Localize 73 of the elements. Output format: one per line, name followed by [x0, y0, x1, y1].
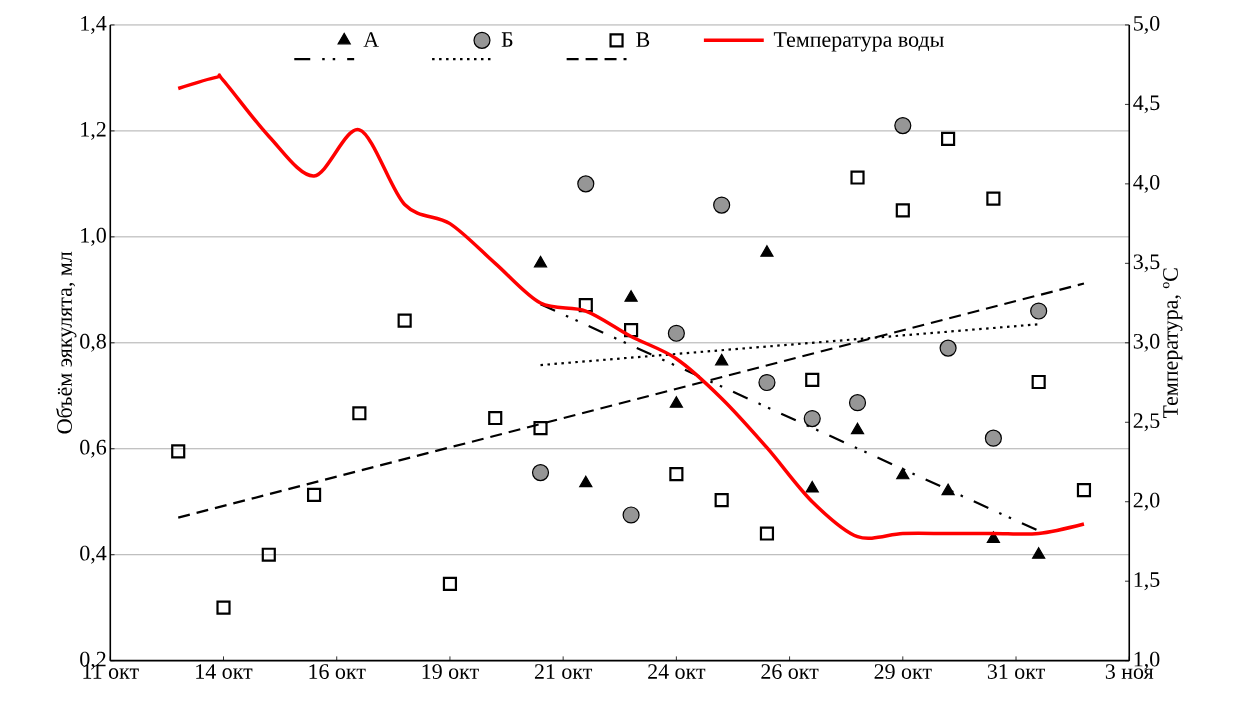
- point: [261, 547, 276, 563]
- y-tick-label: 0,6: [80, 439, 107, 458]
- y-tick-label: 1,4: [81, 16, 107, 35]
- point: [803, 410, 821, 428]
- x-tick-label: 21 окт: [534, 664, 593, 680]
- x-tick-label: 14 окт: [196, 664, 253, 680]
- point: [622, 506, 640, 524]
- point: [442, 576, 458, 592]
- y-tick-label: 1,0: [81, 228, 106, 247]
- y2-tick-label: 2,5: [1133, 413, 1160, 432]
- legend-label: В: [636, 32, 650, 48]
- point: [713, 196, 731, 214]
- point: [669, 467, 684, 482]
- y-axis-title: Объём эякулята, мл: [56, 252, 77, 434]
- y-tick-label: 0,4: [80, 545, 107, 564]
- point: [759, 526, 775, 541]
- point: [216, 600, 231, 615]
- point: [850, 422, 865, 435]
- legend-label: А: [363, 32, 379, 48]
- y2-tick-label: 4,0: [1133, 175, 1160, 194]
- x-tick-label: 24 окт: [648, 664, 706, 680]
- point: [669, 396, 684, 409]
- legend-label: Б: [501, 32, 513, 47]
- point: [896, 467, 910, 480]
- point: [805, 481, 819, 493]
- point: [760, 245, 774, 258]
- point: [624, 290, 638, 303]
- point: [850, 170, 865, 185]
- y2-tick-label: 1,5: [1134, 572, 1160, 591]
- point: [533, 421, 548, 436]
- y2-tick-label: 5,0: [1134, 16, 1160, 35]
- point: [848, 394, 867, 412]
- y2-tick-label: 3,0: [1133, 334, 1160, 353]
- point: [986, 191, 1001, 207]
- point: [624, 323, 639, 338]
- y-tick-label: 1,2: [81, 122, 106, 141]
- point: [894, 117, 912, 135]
- point: [986, 531, 1001, 544]
- x-tick-label: 29 окт: [874, 664, 932, 680]
- point: [715, 353, 729, 366]
- y2-axis-title: Температура, ºC: [1163, 268, 1183, 419]
- point: [805, 373, 820, 388]
- point: [577, 175, 595, 193]
- point: [667, 324, 685, 343]
- point: [1030, 302, 1048, 320]
- point: [895, 203, 910, 218]
- point: [533, 255, 548, 268]
- point: [1032, 547, 1046, 560]
- y2-tick-label: 2,0: [1133, 492, 1160, 511]
- point: [984, 429, 1002, 447]
- point: [1031, 375, 1046, 390]
- point: [397, 313, 412, 328]
- y-tick-label: 0,8: [80, 334, 106, 353]
- point: [531, 464, 550, 482]
- x-tick-label: 19 окт: [422, 664, 479, 680]
- legend-label: Температура воды: [773, 32, 944, 52]
- point: [941, 131, 956, 147]
- x-tick-label: 26 окт: [761, 664, 819, 680]
- point: [579, 475, 593, 488]
- point: [578, 298, 593, 313]
- point: [352, 406, 367, 421]
- point: [939, 339, 957, 357]
- y2-tick-label: 3,5: [1133, 254, 1160, 273]
- y2-tick-label: 4,5: [1133, 95, 1160, 114]
- point: [1076, 483, 1092, 498]
- point: [714, 493, 729, 508]
- x-tick-label: 16 окт: [309, 664, 366, 680]
- point: [306, 487, 322, 503]
- point: [488, 411, 503, 426]
- x-tick-label: 31 окт: [987, 664, 1045, 680]
- point: [171, 444, 186, 459]
- point: [758, 374, 776, 392]
- point: [941, 483, 955, 496]
